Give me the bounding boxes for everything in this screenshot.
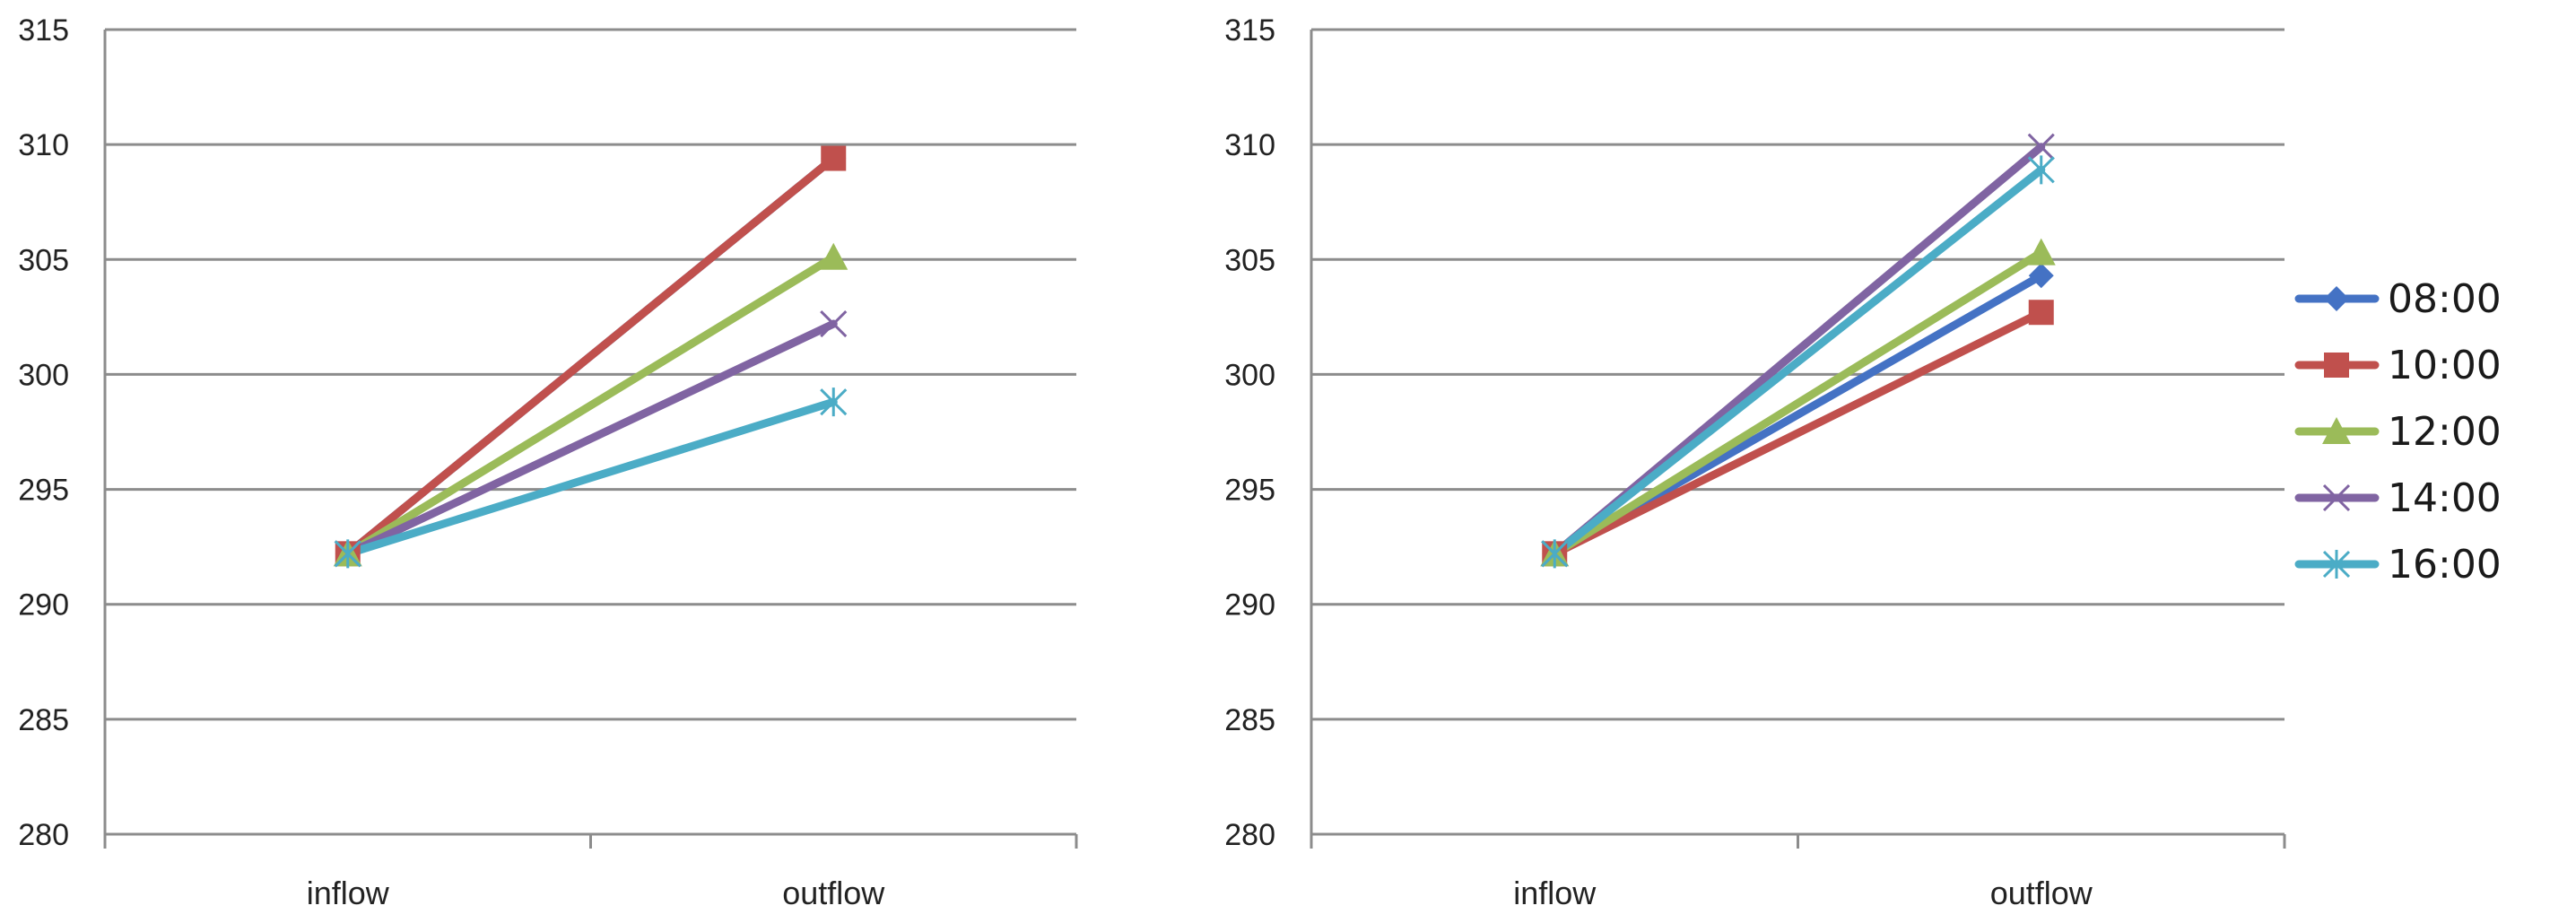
y-tick-label: 280: [1224, 818, 1275, 852]
data-point-1600: [820, 387, 848, 417]
legend-marker: [2324, 353, 2349, 378]
series-line-1400: [344, 319, 838, 558]
y-tick-label: 305: [1224, 243, 1275, 277]
y-tick-label: 305: [18, 243, 69, 277]
x-tick-label: inflow: [1513, 875, 1597, 911]
data-point-0800: [2028, 263, 2054, 289]
data-point-1200: [2026, 238, 2056, 266]
legend-label: 10:00: [2388, 343, 2502, 388]
y-tick-label: 295: [1224, 474, 1275, 508]
y-tick-label: 315: [18, 13, 69, 48]
legend-marker: [2322, 483, 2351, 512]
legend-marker: [2324, 286, 2349, 311]
series-line-1000: [344, 154, 838, 558]
y-tick-label: 295: [18, 474, 69, 508]
series-line-1600: [344, 397, 838, 558]
y-tick-label: 310: [18, 128, 69, 162]
data-point-1400: [820, 309, 848, 338]
series-line-1000: [1550, 308, 2046, 558]
legend: 08:00 10:00 12:00 14:00 16:00: [2294, 276, 2502, 588]
series-line-1200: [1550, 248, 2046, 558]
y-tick-label: 280: [18, 818, 69, 852]
x-tick-label: outflow: [1990, 875, 2093, 911]
data-point-1400: [2027, 133, 2055, 161]
series-line-1600: [1550, 165, 2046, 558]
x-tick-label: inflow: [307, 875, 390, 911]
y-tick-label: 290: [18, 588, 69, 623]
data-point-1000: [2028, 300, 2054, 326]
y-tick-label: 290: [1224, 588, 1275, 623]
right-chart: 280 285 290 295 300 305 310 315 inflow outflow: [1224, 13, 2286, 911]
legend-label: 08:00: [2388, 276, 2502, 322]
series-line-1200: [344, 253, 838, 558]
left-chart: 280 285 290 295 300 305 310 315 inflow outflow: [18, 13, 1078, 911]
data-point-1200: [819, 242, 849, 270]
legend-label: 14:00: [2388, 475, 2502, 521]
y-tick-label: 285: [18, 703, 69, 737]
y-tick-label: 285: [1224, 703, 1275, 737]
legend-label: 12:00: [2388, 409, 2502, 455]
legend-label: 16:00: [2388, 542, 2502, 588]
x-tick-label: outflow: [782, 875, 885, 911]
legend-marker: [2322, 417, 2351, 444]
y-tick-label: 300: [18, 358, 69, 392]
y-tick-label: 310: [1224, 128, 1275, 162]
data-point-1600: [1541, 539, 1569, 569]
data-point-1000: [821, 145, 847, 171]
y-tick-label: 300: [1224, 358, 1275, 392]
data-point-1600: [2027, 155, 2055, 185]
data-point-1600: [334, 539, 361, 569]
y-tick-label: 315: [1224, 13, 1275, 48]
legend-marker: [2322, 550, 2351, 579]
